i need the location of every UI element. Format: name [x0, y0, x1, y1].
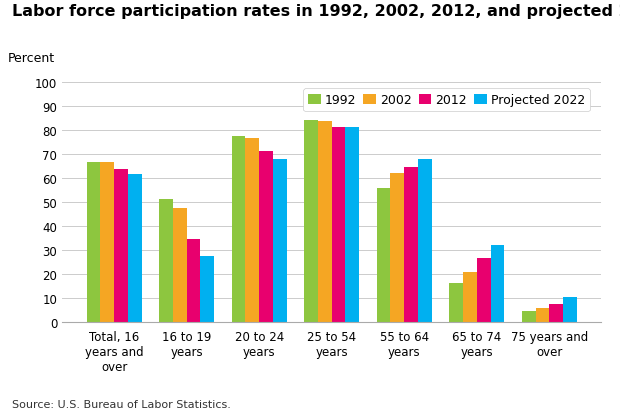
Text: Labor force participation rates in 1992, 2002, 2012, and projected 2022, by age: Labor force participation rates in 1992,… — [12, 4, 620, 19]
Bar — [232, 136, 246, 322]
Bar — [100, 163, 114, 322]
Bar — [490, 246, 504, 322]
Bar — [391, 173, 404, 322]
Bar — [273, 160, 286, 322]
Bar — [114, 170, 128, 322]
Bar — [187, 239, 200, 322]
Bar — [345, 128, 359, 322]
Bar — [404, 168, 418, 322]
Text: Source: U.S. Bureau of Labor Statistics.: Source: U.S. Bureau of Labor Statistics. — [12, 399, 231, 409]
Bar — [549, 304, 563, 322]
Bar — [318, 122, 332, 322]
Bar — [377, 188, 391, 322]
Bar — [173, 209, 187, 322]
Bar — [536, 309, 549, 322]
Bar — [418, 159, 432, 322]
Bar — [450, 283, 463, 322]
Bar — [522, 311, 536, 322]
Bar — [128, 175, 141, 322]
Bar — [159, 200, 173, 322]
Bar — [246, 139, 259, 322]
Bar — [477, 258, 490, 322]
Bar — [563, 297, 577, 322]
Bar — [304, 121, 318, 322]
Text: Percent: Percent — [8, 52, 55, 64]
Bar — [259, 152, 273, 322]
Bar — [332, 127, 345, 322]
Bar — [200, 257, 214, 322]
Bar — [87, 163, 100, 322]
Bar — [463, 273, 477, 322]
Legend: 1992, 2002, 2012, Projected 2022: 1992, 2002, 2012, Projected 2022 — [303, 89, 590, 112]
